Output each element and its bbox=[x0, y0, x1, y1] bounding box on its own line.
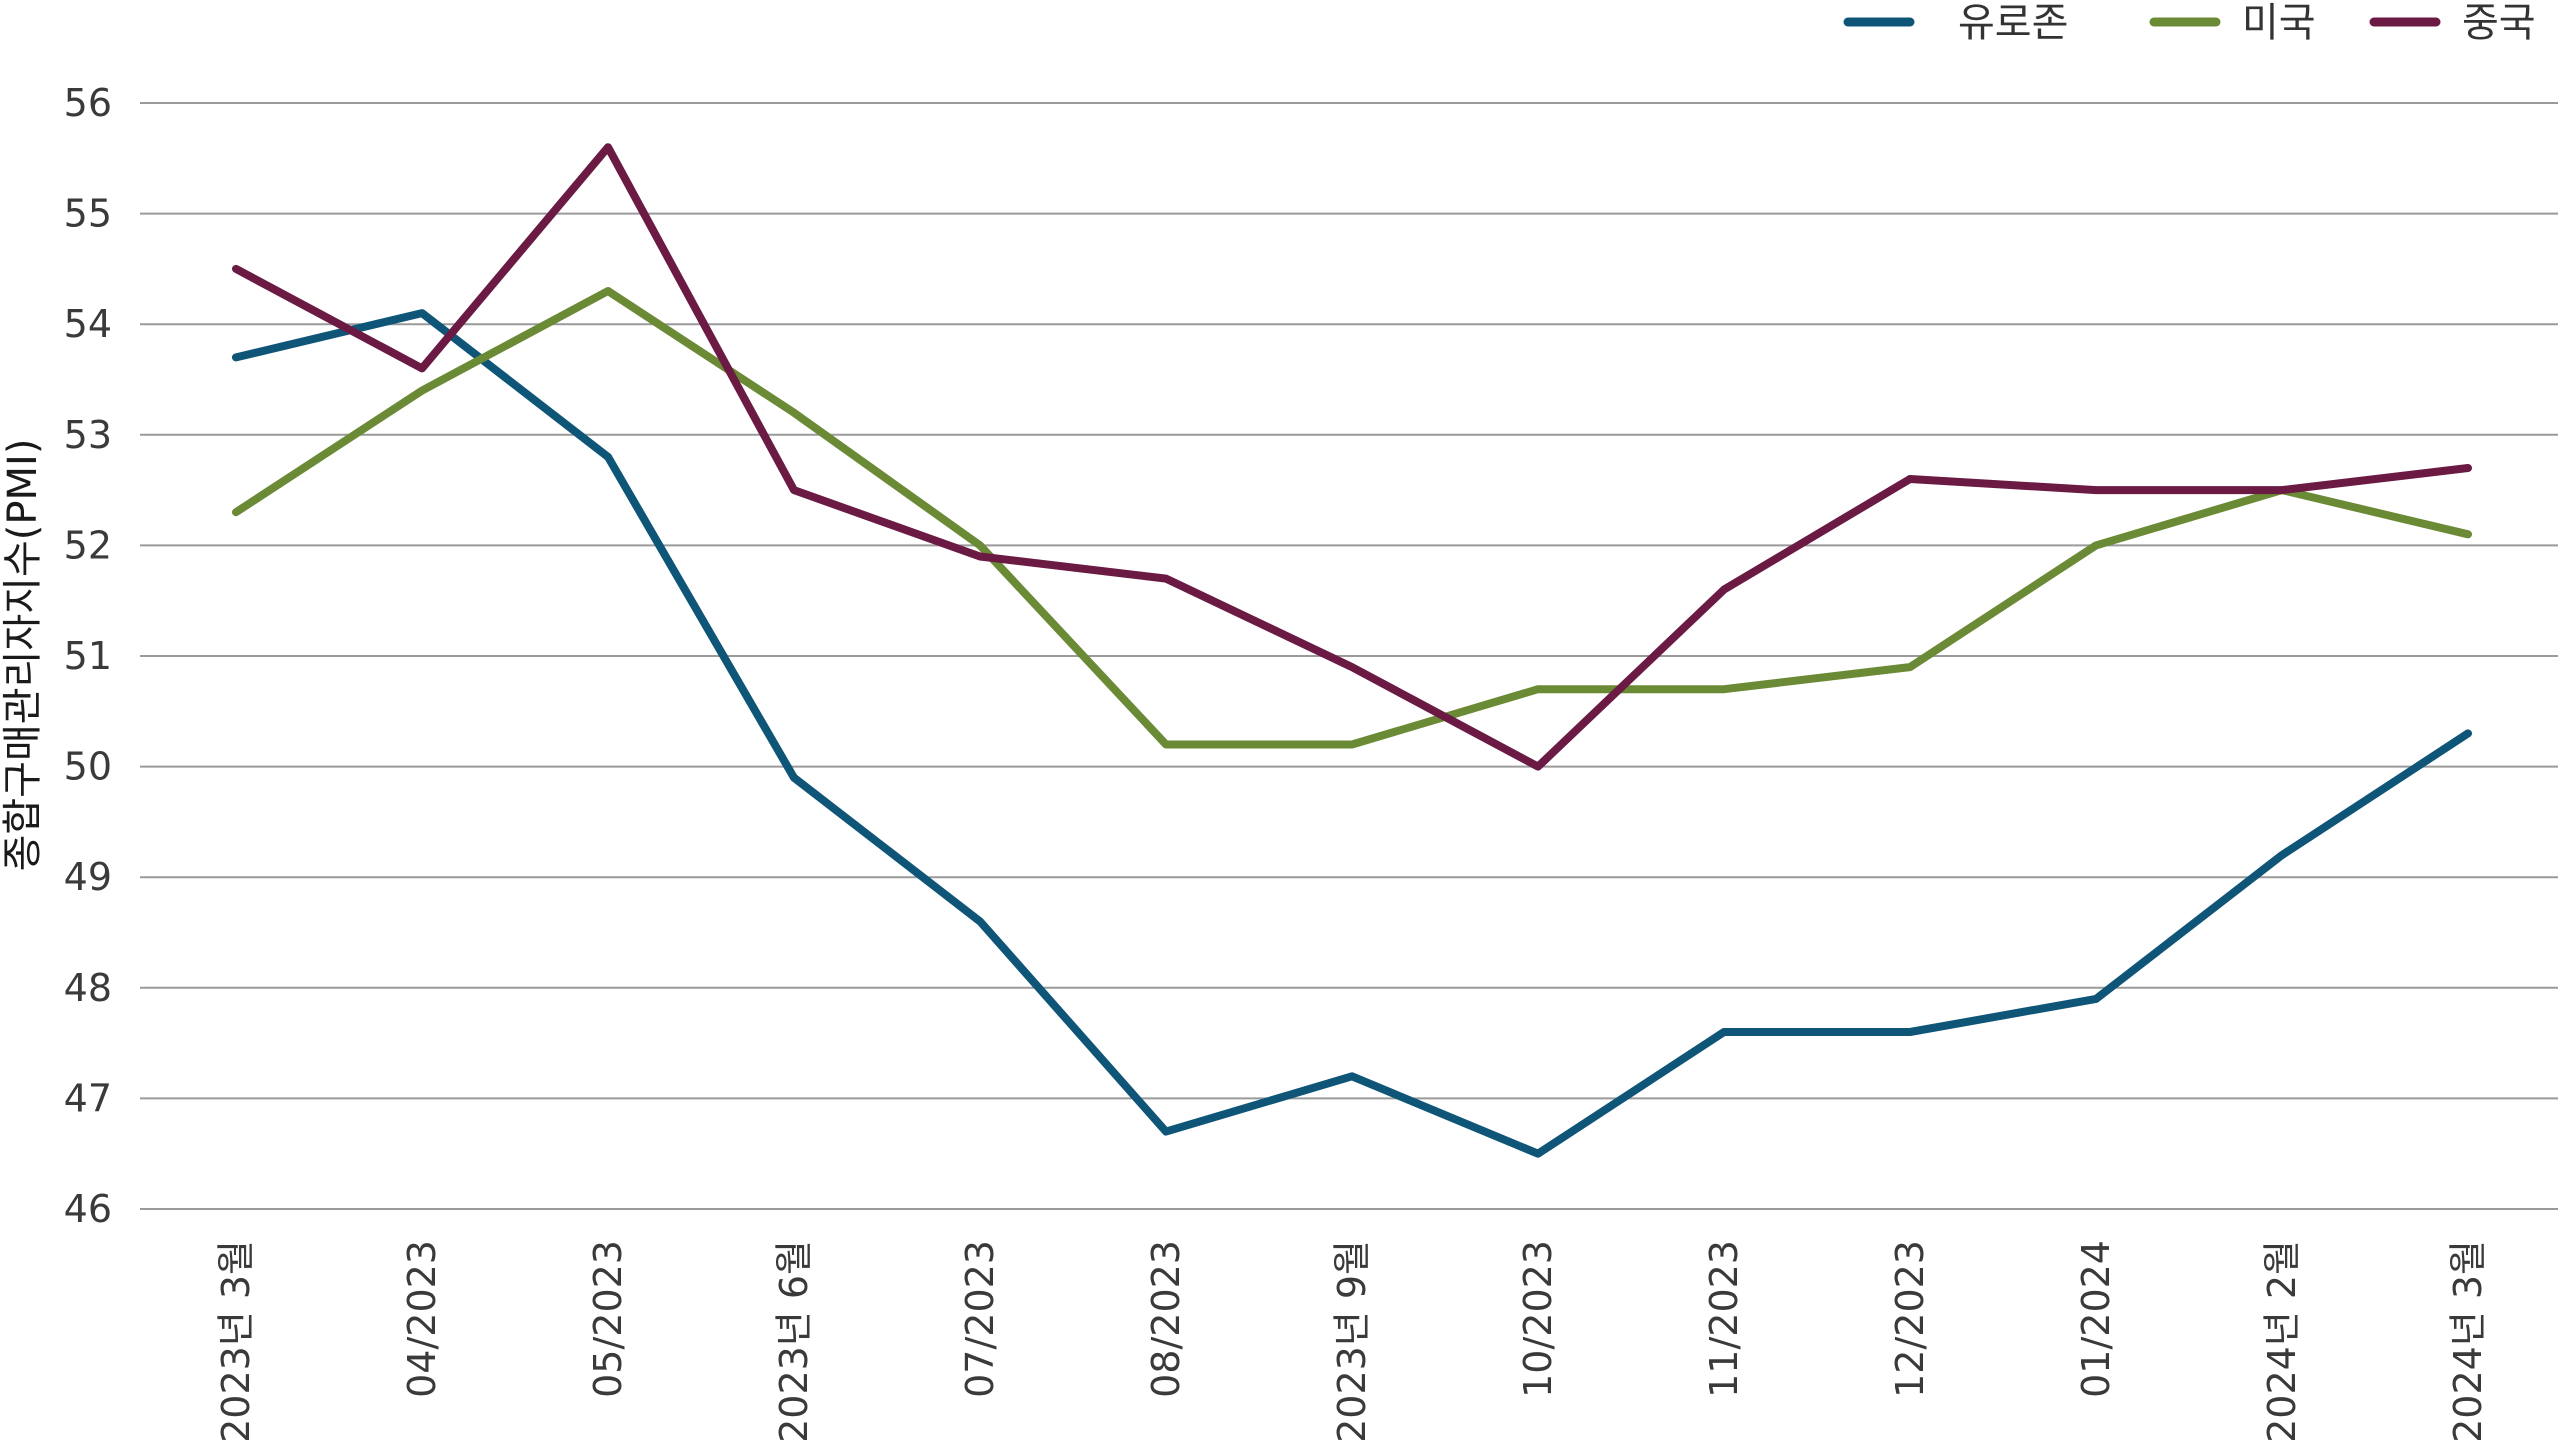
legend-label-2: 미국 bbox=[2242, 0, 2316, 46]
x-tick-label: 11/2023 bbox=[1702, 1240, 1746, 1398]
y-tick-label: 56 bbox=[64, 81, 112, 125]
y-tick-label: 54 bbox=[64, 302, 112, 346]
series-line-2 bbox=[232, 287, 2472, 749]
y-tick-label: 53 bbox=[64, 413, 112, 457]
series-line-3 bbox=[232, 143, 2472, 771]
legend: 유로존 미국 중국 bbox=[1843, 0, 2536, 46]
y-tick-label: 48 bbox=[64, 966, 112, 1010]
y-tick-label: 46 bbox=[64, 1187, 112, 1231]
x-tick-label: 05/2023 bbox=[586, 1240, 630, 1398]
x-tick-label: 04/2023 bbox=[400, 1240, 444, 1398]
y-tick-label: 47 bbox=[64, 1076, 112, 1120]
x-tick-label: 08/2023 bbox=[1144, 1240, 1188, 1398]
x-tick-label: 2023년 3월 bbox=[214, 1240, 258, 1440]
y-tick-label: 49 bbox=[64, 855, 112, 899]
gridlines bbox=[140, 102, 2558, 1210]
x-tick-label: 01/2024 bbox=[2074, 1240, 2118, 1398]
series-line-1 bbox=[232, 309, 2472, 1158]
y-tick-label: 55 bbox=[64, 192, 112, 236]
y-tick-label: 51 bbox=[64, 634, 112, 678]
x-tick-label: 07/2023 bbox=[958, 1240, 1002, 1398]
y-tick-label: 50 bbox=[64, 745, 112, 789]
y-tick-label: 52 bbox=[64, 523, 112, 567]
legend-label-1: 유로존 bbox=[1958, 0, 2068, 46]
x-tick-label: 2023년 9월 bbox=[1330, 1240, 1374, 1440]
y-axis-label: 종합구매관리자지수(PMI) bbox=[0, 439, 46, 872]
y-axis-ticks: 46 47 48 49 50 51 52 53 54 55 56 bbox=[64, 81, 112, 1231]
series-lines bbox=[232, 143, 2472, 1158]
x-tick-label: 2023년 6월 bbox=[772, 1240, 816, 1440]
x-tick-label: 2024년 2월 bbox=[2260, 1240, 2304, 1440]
x-tick-label: 12/2023 bbox=[1888, 1240, 1932, 1398]
x-tick-label: 10/2023 bbox=[1516, 1240, 1560, 1398]
legend-label-3: 중국 bbox=[2462, 0, 2536, 46]
x-axis-ticks: 2023년 3월 04/2023 05/2023 2023년 6월 07/2023 08/… bbox=[214, 1240, 2490, 1440]
x-tick-label: 2024년 3월 bbox=[2446, 1240, 2490, 1440]
